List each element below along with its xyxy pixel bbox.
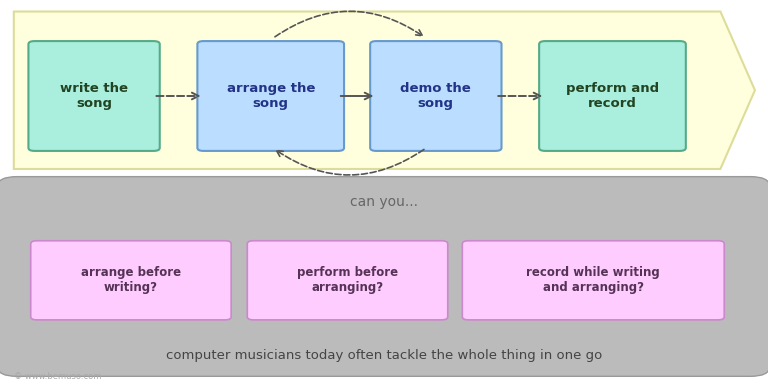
FancyBboxPatch shape [0,177,768,376]
Text: arrange the
song: arrange the song [227,82,315,110]
Text: demo the
song: demo the song [400,82,472,110]
Text: computer musicians today often tackle the whole thing in one go: computer musicians today often tackle th… [166,349,602,362]
FancyBboxPatch shape [28,41,160,151]
FancyBboxPatch shape [539,41,686,151]
FancyArrowPatch shape [276,149,424,175]
FancyBboxPatch shape [197,41,344,151]
FancyBboxPatch shape [247,241,448,320]
Text: arrange before
writing?: arrange before writing? [81,266,181,294]
Text: © www.bemuso.com: © www.bemuso.com [14,372,101,381]
FancyBboxPatch shape [370,41,502,151]
Text: record while writing
and arranging?: record while writing and arranging? [526,266,660,294]
FancyBboxPatch shape [462,241,724,320]
Text: can you...: can you... [350,195,418,209]
Text: perform and
record: perform and record [566,82,659,110]
FancyBboxPatch shape [31,241,231,320]
Text: perform before
arranging?: perform before arranging? [297,266,398,294]
FancyArrowPatch shape [275,11,422,37]
Text: write the
song: write the song [60,82,128,110]
Polygon shape [14,12,755,169]
